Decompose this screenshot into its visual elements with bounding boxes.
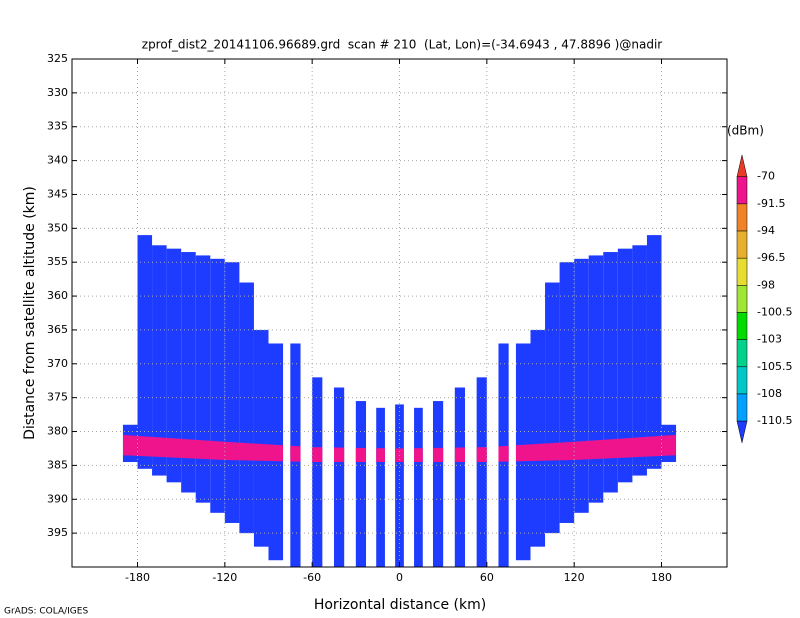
colorbar-box — [736, 312, 748, 340]
y-tick-label: 345 — [47, 187, 68, 200]
colorbar-triangle — [736, 154, 748, 177]
colorbar-label: -100.5 — [757, 306, 792, 319]
x-tick-label: 60 — [480, 571, 494, 584]
y-tick-label: 390 — [47, 492, 68, 505]
colorbar-label: -70 — [757, 170, 775, 183]
y-tick-label: 325 — [47, 52, 68, 65]
echo-column — [355, 401, 367, 567]
x-axis-label: Horizontal distance (km) — [314, 597, 486, 613]
x-tick-label: -60 — [303, 571, 321, 584]
y-axis-label: Distance from satellite altitude (km) — [22, 186, 38, 440]
y-tick-label: 385 — [47, 458, 68, 471]
echo-column — [137, 235, 153, 469]
colorbar-box — [736, 285, 748, 313]
echo-column — [574, 258, 589, 513]
echo-column — [152, 245, 167, 476]
colorbar-label: -105.5 — [757, 360, 792, 373]
colorbar-label: -94 — [757, 224, 775, 237]
echo-column — [603, 252, 618, 493]
colorbar-label: -98 — [757, 278, 775, 291]
echo-column — [617, 248, 633, 483]
echo-column — [432, 401, 444, 567]
echo-column — [224, 262, 240, 523]
y-tick-label: 380 — [47, 425, 68, 438]
colorbar-label: -91.5 — [757, 197, 785, 210]
y-tick-label: 350 — [47, 221, 68, 234]
colorbar-box — [736, 393, 748, 422]
y-tick-label: 330 — [47, 86, 68, 99]
colorbar-label: -110.5 — [757, 414, 792, 427]
y-tick-label: 335 — [47, 120, 68, 133]
echo-column — [210, 258, 225, 513]
echo-column — [253, 329, 269, 547]
y-tick-label: 340 — [47, 154, 68, 167]
echo-column — [395, 404, 404, 567]
x-tick-label: -120 — [212, 571, 237, 584]
colorbar: -70 -91.5 -94 -96.5 -98 -100.5 -103 -105.5 -108 -… — [736, 154, 792, 443]
colorbar-box — [736, 366, 748, 395]
echo-column — [312, 377, 323, 567]
colorbar-label: -108 — [757, 387, 782, 400]
echo-column — [559, 262, 575, 523]
colorbar-box — [736, 176, 748, 205]
echo-column — [530, 329, 546, 547]
colorbar-box — [736, 203, 748, 232]
footer: GrADS: COLA/IGES — [4, 607, 88, 617]
echo-column — [334, 387, 345, 567]
echo-column — [545, 282, 560, 534]
colorbar-box — [736, 257, 748, 286]
x-tick-label: 180 — [651, 571, 672, 584]
colorbar-box — [736, 230, 748, 259]
x-tick-label: 120 — [564, 571, 585, 584]
echo-column — [376, 407, 385, 567]
echo-column — [414, 407, 423, 567]
chart-title: zprof_dist2_20141106.96689.grd scan # 21… — [142, 38, 663, 52]
echo-column — [166, 248, 182, 483]
y-tick-label: 355 — [47, 255, 68, 268]
colorbar-label: -103 — [757, 333, 782, 346]
echo-column — [476, 377, 487, 567]
echo-column — [632, 245, 647, 476]
echo-field — [122, 235, 677, 567]
y-tick-label: 375 — [47, 391, 68, 404]
y-tick-label: 360 — [47, 289, 68, 302]
colorbar-unit: (dBm) — [727, 124, 764, 138]
echo-column — [239, 282, 254, 534]
colorbar-label: -96.5 — [757, 251, 785, 264]
colorbar-triangle — [736, 420, 748, 443]
echo-column — [454, 387, 465, 567]
colorbar-box — [736, 339, 748, 368]
y-tick-label: 370 — [47, 357, 68, 370]
y-tick-label: 395 — [47, 526, 68, 539]
surface-echo-band — [122, 434, 677, 463]
x-tick-label: 0 — [396, 571, 403, 584]
echo-column — [646, 235, 662, 469]
x-tick-label: -180 — [125, 571, 150, 584]
echo-column — [181, 252, 196, 493]
y-tick-label: 365 — [47, 323, 68, 336]
